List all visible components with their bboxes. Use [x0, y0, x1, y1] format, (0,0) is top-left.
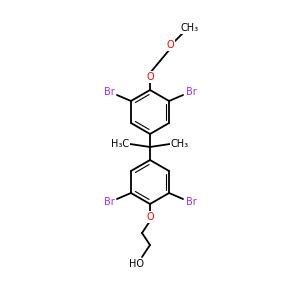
- Text: CH₃: CH₃: [171, 139, 189, 149]
- Text: Br: Br: [186, 87, 196, 97]
- Text: CH₃: CH₃: [181, 23, 199, 33]
- Text: Br: Br: [186, 197, 196, 207]
- Text: HO: HO: [128, 259, 143, 269]
- Text: O: O: [166, 40, 174, 50]
- Text: O: O: [146, 72, 154, 82]
- Text: H₃C: H₃C: [111, 139, 129, 149]
- Text: O: O: [146, 212, 154, 222]
- Text: Br: Br: [103, 87, 114, 97]
- Text: Br: Br: [103, 197, 114, 207]
